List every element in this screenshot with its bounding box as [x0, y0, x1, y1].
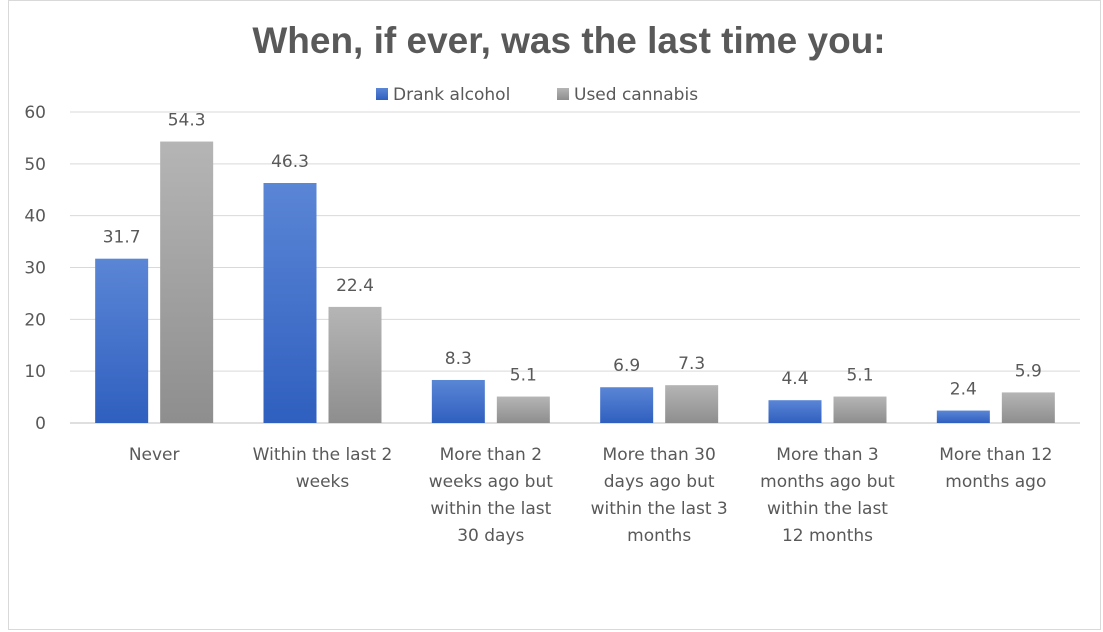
category-label: More than 3 months ago but within the last… [760, 445, 895, 546]
data-label: 5.9 [1015, 361, 1042, 381]
data-label: 8.3 [445, 349, 472, 369]
data-label: 22.4 [336, 276, 374, 296]
category-label: Within the last 2 weeks [253, 445, 393, 492]
bar-drank-alcohol [600, 387, 654, 423]
y-tick-label: 20 [24, 310, 46, 330]
legend-swatch-used-cannabis [557, 88, 569, 100]
data-label: 5.1 [846, 366, 873, 386]
legend: Drank alcohol Used cannabis [376, 85, 698, 105]
bar-used-cannabis [496, 396, 550, 423]
category-label: Never [129, 445, 180, 465]
y-tick-label: 50 [24, 155, 46, 175]
y-axis-ticks: 0 10 20 30 40 50 60 [24, 103, 46, 434]
y-tick-label: 10 [24, 362, 46, 382]
data-labels: 31.7 54.3 46.3 22.4 8.3 5.1 6.9 7.3 4.4 5.1 2.4 5.9 [103, 111, 1042, 400]
category-labels: Never Within the last 2 weeks More than 2 we… [129, 445, 1053, 546]
data-label: 5.1 [510, 366, 537, 386]
bar-drank-alcohol [768, 400, 822, 423]
legend-label: Used cannabis [574, 85, 698, 105]
y-tick-label: 0 [35, 414, 46, 434]
bar-used-cannabis [1001, 392, 1055, 423]
data-label: 54.3 [168, 111, 206, 131]
category-label: More than 2 weeks ago but within the last 3… [429, 445, 554, 546]
gridlines [70, 111, 1080, 424]
legend-swatch-drank-alcohol [376, 88, 388, 100]
bar-drank-alcohol [431, 379, 485, 423]
data-label: 31.7 [103, 228, 141, 248]
chart-title: When, if ever, was the last time you: [252, 20, 885, 61]
y-tick-label: 30 [24, 259, 46, 279]
category-label: More than 30 days ago but within the last … [591, 445, 728, 546]
y-tick-label: 40 [24, 207, 46, 227]
data-label: 46.3 [271, 152, 309, 172]
data-label: 2.4 [950, 380, 977, 400]
bar-used-cannabis [833, 396, 887, 423]
bar-drank-alcohol [95, 258, 149, 423]
data-label: 7.3 [678, 354, 705, 374]
category-label: More than 12 months ago [939, 445, 1052, 492]
legend-label: Drank alcohol [393, 85, 510, 105]
y-tick-label: 60 [24, 103, 46, 123]
bar-drank-alcohol [936, 410, 990, 423]
bar-used-cannabis [328, 306, 382, 423]
bars [95, 141, 1055, 424]
bar-used-cannabis [160, 141, 214, 424]
bar-used-cannabis [665, 385, 719, 423]
data-label: 6.9 [613, 356, 640, 376]
bar-drank-alcohol [263, 183, 317, 423]
data-label: 4.4 [781, 369, 808, 389]
